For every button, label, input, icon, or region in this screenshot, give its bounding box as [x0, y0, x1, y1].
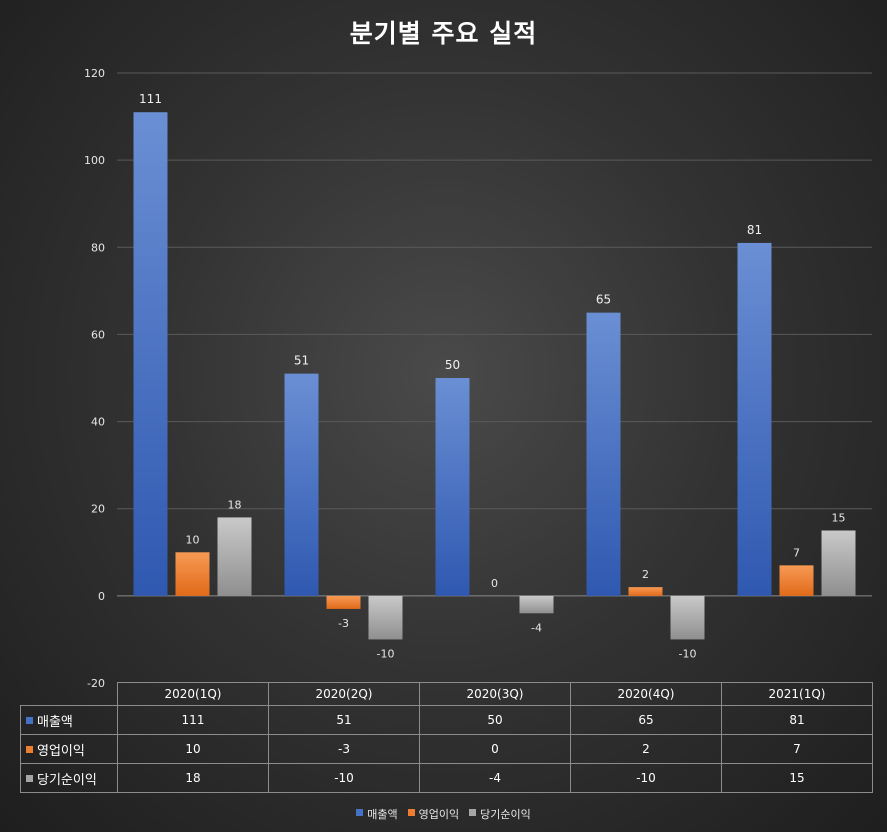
- legend-item: 매출액: [356, 806, 398, 822]
- legend-swatch: [407, 809, 415, 816]
- y-tick-label: 60: [91, 328, 105, 341]
- data-label: -10: [679, 647, 697, 660]
- table-row-label: 영업이익: [20, 734, 118, 764]
- data-label: 81: [747, 223, 762, 237]
- table-cell: 18: [117, 763, 269, 793]
- legend-item: 영업이익: [407, 806, 460, 822]
- data-label: 2: [642, 568, 649, 581]
- table-cell: 0: [419, 734, 571, 764]
- legend-swatch: [26, 774, 33, 782]
- table-cell: -3: [268, 734, 420, 764]
- legend-label: 매출액: [367, 808, 398, 821]
- bar-영업이익-2020(4Q): [628, 587, 663, 596]
- legend-swatch: [469, 809, 477, 816]
- legend: 매출액 영업이익 당기순이익: [0, 806, 887, 822]
- legend-item: 당기순이익: [469, 806, 531, 822]
- bar-영업이익-2020(2Q): [326, 595, 361, 609]
- table-cell: -4: [419, 763, 571, 793]
- bar-당기순이익-2021(1Q): [821, 530, 856, 596]
- table-row-label: 당기순이익: [20, 763, 118, 793]
- data-label: 50: [445, 358, 460, 372]
- table-cell: 111: [117, 705, 269, 735]
- y-tick-label: 40: [91, 416, 105, 429]
- table-cell: 2: [570, 734, 722, 764]
- bar-매출액-2020(4Q): [586, 312, 621, 596]
- y-tick-label: 20: [91, 503, 105, 516]
- legend-swatch: [26, 745, 33, 753]
- table-corner: [20, 682, 118, 706]
- table-cell: -10: [268, 763, 420, 793]
- table-header-cell: 2020(1Q): [117, 682, 269, 706]
- table-cell: 15: [721, 763, 873, 793]
- bar-매출액-2021(1Q): [737, 242, 772, 596]
- data-label: 15: [832, 512, 846, 525]
- y-tick-label: 0: [98, 590, 105, 603]
- table-cell: 7: [721, 734, 873, 764]
- y-tick-label: 100: [84, 154, 105, 167]
- data-label: 10: [186, 533, 200, 546]
- bar-영업이익-2020(1Q): [175, 552, 210, 596]
- table-cell: 65: [570, 705, 722, 735]
- table-header-cell: 2020(4Q): [570, 682, 722, 706]
- table-row-label: 매출액: [20, 705, 118, 735]
- data-table: 2020(1Q) 2020(2Q) 2020(3Q) 2020(4Q) 2021(1Q)…: [20, 682, 873, 793]
- table-cell: 51: [268, 705, 420, 735]
- legend-label: 당기순이익: [480, 808, 531, 821]
- table-cell: 50: [419, 705, 571, 735]
- table-row: 매출액 111 51 50 65 81: [20, 705, 873, 735]
- data-label: 65: [596, 293, 611, 307]
- bar-당기순이익-2020(1Q): [217, 517, 252, 596]
- bar-매출액-2020(1Q): [133, 112, 168, 596]
- data-label: 111: [139, 92, 162, 106]
- table-header-cell: 2020(3Q): [419, 682, 571, 706]
- bar-당기순이익-2020(4Q): [670, 595, 705, 640]
- data-label: 7: [793, 546, 800, 559]
- bar-매출액-2020(3Q): [435, 378, 470, 596]
- legend-label: 영업이익: [418, 808, 460, 821]
- legend-swatch: [26, 716, 33, 724]
- table-header-cell: 2021(1Q): [721, 682, 873, 706]
- bar-당기순이익-2020(3Q): [519, 595, 554, 614]
- legend-swatch: [356, 809, 364, 816]
- data-label: 51: [294, 354, 309, 368]
- data-label: 0: [491, 577, 498, 590]
- bar-영업이익-2021(1Q): [779, 565, 814, 596]
- table-cell: 10: [117, 734, 269, 764]
- y-tick-label: 120: [84, 67, 105, 80]
- y-tick-label: 80: [91, 241, 105, 254]
- table-row: 당기순이익 18 -10 -4 -10 15: [20, 763, 873, 793]
- chart-title: 분기별 주요 실적: [349, 19, 538, 48]
- table-cell: 81: [721, 705, 873, 735]
- bar-chart-plot: -20020406080100120111101851-3-10500-4652…: [84, 67, 872, 690]
- table-header-cell: 2020(2Q): [268, 682, 420, 706]
- data-label: -3: [338, 617, 349, 630]
- data-label: -4: [531, 621, 542, 634]
- bar-매출액-2020(2Q): [284, 373, 319, 596]
- bar-당기순이익-2020(2Q): [368, 595, 403, 640]
- data-label: 18: [228, 498, 242, 511]
- data-label: -10: [377, 647, 395, 660]
- table-row: 영업이익 10 -3 0 2 7: [20, 734, 873, 764]
- table-cell: -10: [570, 763, 722, 793]
